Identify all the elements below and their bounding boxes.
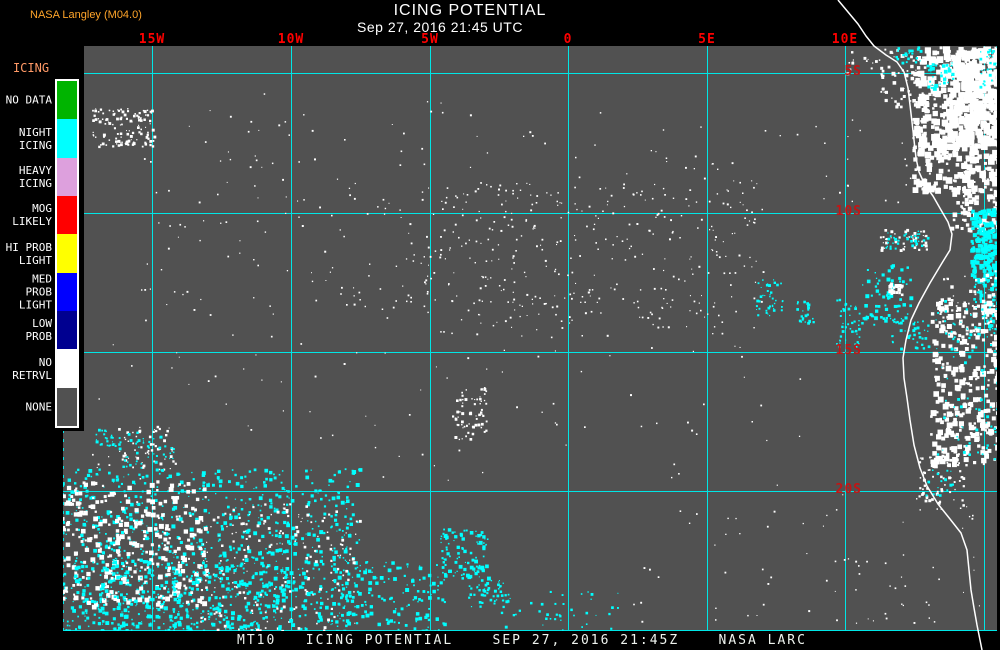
speckle-field <box>330 561 447 631</box>
speckle-field <box>862 264 914 326</box>
speckle-field <box>755 279 784 317</box>
legend-item-label: HI PROB LIGHT <box>5 240 52 267</box>
speckle-field <box>935 300 997 461</box>
legend-swatch-0 <box>57 81 77 120</box>
page-subtitle: Sep 27, 2016 21:45 UTC <box>357 19 523 35</box>
legend-swatch-8 <box>57 387 77 426</box>
footer-status-bar: MT10 ICING POTENTIAL SEP 27, 2016 21:45Z… <box>237 633 807 648</box>
speckle-field <box>440 528 491 581</box>
legend-item-label: MOG LIKELY <box>12 202 52 229</box>
legend-item-label: NO RETRVL <box>12 355 52 382</box>
speckle-field <box>92 108 157 149</box>
lon-label-5W: 5W <box>421 32 439 47</box>
speckle-field <box>895 46 923 65</box>
legend-swatch-3 <box>57 195 77 235</box>
speckle-field <box>888 282 904 297</box>
legend-title: ICING <box>12 61 50 75</box>
speckle-field <box>468 579 511 608</box>
legend-item-label: LOW PROB <box>25 317 53 344</box>
page-title: ICING POTENTIAL <box>393 2 547 19</box>
legend-item-label: MED PROB LIGHT <box>18 272 52 312</box>
speckle-field <box>979 46 997 89</box>
legend-item-label: HEAVY ICING <box>18 163 52 190</box>
speckle-field <box>500 590 619 631</box>
source-label: NASA Langley (M04.0) <box>30 9 142 21</box>
legend-swatch-4 <box>57 234 77 273</box>
speckle-field <box>836 298 864 349</box>
legend-swatch-1 <box>57 119 77 158</box>
legend-item-label: NIGHT ICING <box>18 125 52 152</box>
speckle-field <box>118 431 175 472</box>
legend-swatch-7 <box>57 349 77 388</box>
legend-colorbar <box>55 79 79 428</box>
lat-label-20S: 20S <box>835 482 862 497</box>
lat-label-5S: 5S <box>844 64 862 79</box>
legend-swatch-5 <box>57 272 77 311</box>
lon-label-10W: 10W <box>277 32 305 47</box>
speckle-field <box>633 484 975 623</box>
speckle-field <box>940 270 997 333</box>
legend-item-label: NONE <box>25 400 53 414</box>
legend-panel: ICING NO DATA NIGHT ICING HEAVY ICING MOG L… <box>0 46 84 431</box>
legend-swatch-6 <box>57 310 77 350</box>
speckle-field <box>925 469 954 497</box>
speckle-field <box>452 387 488 441</box>
speckle-field <box>141 151 430 322</box>
cloud-speckle-fields <box>63 46 997 631</box>
speckle-field <box>95 428 117 447</box>
lat-label-10S: 10S <box>835 204 862 219</box>
speckle-field <box>63 560 324 631</box>
lon-label-5E: 5E <box>698 32 716 47</box>
legend-item-label: NO DATA <box>5 93 52 107</box>
speckle-field <box>940 46 997 152</box>
lon-label-10E: 10E <box>831 32 859 47</box>
lat-label-15S: 15S <box>835 343 862 358</box>
legend-swatch-2 <box>57 157 77 196</box>
speckle-field <box>891 318 931 351</box>
speckle-field <box>188 93 628 204</box>
speckle-field <box>885 230 930 250</box>
speckle-field <box>825 556 980 624</box>
africa-coastline <box>837 0 983 650</box>
speckle-field <box>420 180 765 337</box>
speckle-field <box>641 119 927 205</box>
speckle-field <box>796 300 815 325</box>
lon-label-0: 0 <box>563 32 573 47</box>
lon-label-15W: 15W <box>138 32 166 47</box>
speckle-field <box>926 62 955 91</box>
speckle-field <box>846 51 885 79</box>
